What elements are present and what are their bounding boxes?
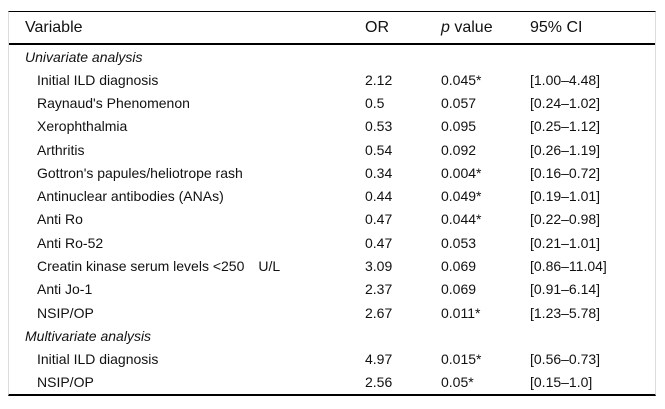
cell-ci: [0.91–6.14] (530, 281, 601, 298)
cell-variable: Initial ILD diagnosis (37, 351, 159, 368)
cell-or: 4.97 (365, 351, 393, 368)
table-header-row: Variable OR p value 95% CI (9, 12, 655, 45)
cell-ci: [0.26–1.19] (530, 141, 601, 158)
table-row: Anti Ro 0.47 0.044* [0.22–0.98] (9, 208, 655, 231)
cell-p-value: 0.053 (441, 234, 477, 251)
cell-or: 0.34 (365, 164, 393, 181)
cell-p-value: 0.011* (441, 304, 481, 321)
cell-variable: Anti Ro (37, 211, 83, 228)
cell-variable: Xerophthalmia (37, 118, 128, 135)
cell-p-value: 0.015* (441, 351, 482, 368)
cell-variable: Arthritis (37, 141, 85, 158)
table-row: Arthritis 0.54 0.092 [0.26–1.19] (9, 138, 655, 161)
cell-ci: [0.25–1.12] (530, 118, 601, 135)
table-row: Xerophthalmia 0.53 0.095 [0.25–1.12] (9, 115, 655, 138)
cell-variable: Multivariate analysis (25, 327, 152, 344)
cell-or: 0.47 (365, 211, 393, 228)
cell-p-value: 0.05* (441, 374, 474, 391)
cell-or: 0.54 (365, 141, 393, 158)
cell-variable: Raynaud's Phenomenon (37, 95, 190, 112)
cell-or: 2.12 (365, 71, 393, 88)
cell-variable: Gottron's papules/heliotrope rash (37, 164, 243, 181)
cell-variable: Creatin kinase serum levels <250 U/L (37, 258, 281, 275)
cell-p-value: 0.004* (441, 164, 482, 181)
table-row: Creatin kinase serum levels <250 U/L 3.09 0… (9, 254, 655, 277)
header-variable: Variable (25, 18, 83, 36)
cell-p-value: 0.092 (441, 141, 477, 158)
header-or: OR (365, 18, 389, 36)
table-body: Univariate analysis Initial ILD diagnosis… (9, 45, 655, 394)
cell-ci: [0.22–0.98] (530, 211, 601, 228)
header-p-value: p value (441, 19, 530, 37)
table-row: Gottron's papules/heliotrope rash 0.34 0.0… (9, 161, 655, 184)
cell-or: 0.47 (365, 234, 393, 251)
cell-p-value: 0.044* (441, 211, 482, 228)
header-ci: 95% CI (530, 18, 583, 36)
table-row: NSIP/OP 2.56 0.05* [0.15–1.0] (9, 371, 655, 394)
cell-ci: [0.15–1.0] (530, 374, 593, 391)
cell-variable: Univariate analysis (25, 48, 143, 65)
cell-ci: [0.24–1.02] (530, 95, 601, 112)
cell-ci: [1.23–5.78] (530, 304, 601, 321)
cell-or: 2.37 (365, 281, 393, 298)
cell-variable: NSIP/OP (37, 374, 94, 391)
table-row: Anti Jo-1 2.37 0.069 [0.91–6.14] (9, 278, 655, 301)
cell-variable: Initial ILD diagnosis (37, 71, 159, 88)
table-row: Initial ILD diagnosis 2.12 0.045* [1.00–4.4… (9, 68, 655, 91)
cell-or: 2.67 (365, 304, 393, 321)
header-p-letter: p (441, 18, 450, 36)
table-row: Anti Ro-52 0.47 0.053 [0.21–1.01] (9, 231, 655, 254)
table-row: NSIP/OP 2.67 0.011* [1.23–5.78] (9, 301, 655, 324)
cell-p-value: 0.069 (441, 258, 477, 275)
cell-variable: Anti Ro-52 (37, 234, 104, 251)
cell-ci: [0.86–11.04] (530, 258, 607, 275)
cell-p-value: 0.057 (441, 95, 477, 112)
table-row: Initial ILD diagnosis 4.97 0.015* [0.56–0.7… (9, 347, 655, 370)
cell-p-value: 0.069 (441, 281, 477, 298)
cell-variable: Anti Jo-1 (37, 281, 93, 298)
cell-ci: [0.19–1.01] (530, 188, 601, 205)
cell-p-value: 0.045* (441, 71, 482, 88)
cell-variable: Antinuclear antibodies (ANAs) (37, 188, 224, 205)
table-row: Antinuclear antibodies (ANAs) 0.44 0.049* [… (9, 185, 655, 208)
header-p-rest: value (449, 18, 493, 36)
cell-p-value: 0.095 (441, 118, 477, 135)
cell-ci: [0.16–0.72] (530, 164, 601, 181)
analysis-results-table: Variable OR p value 95% CI Univariate an… (8, 11, 656, 396)
section-header-row: Univariate analysis (9, 45, 655, 68)
table-row: Raynaud's Phenomenon 0.5 0.057 [0.24–1.02] (9, 92, 655, 115)
cell-or: 0.53 (365, 118, 393, 135)
cell-ci: [1.00–4.48] (530, 71, 601, 88)
cell-variable: NSIP/OP (37, 304, 94, 321)
cell-or: 2.56 (365, 374, 393, 391)
cell-ci: [0.21–1.01] (530, 234, 601, 251)
section-header-row: Multivariate analysis (9, 324, 655, 347)
cell-or: 0.44 (365, 188, 393, 205)
cell-or: 0.5 (365, 95, 385, 112)
cell-p-value: 0.049* (441, 188, 482, 205)
cell-ci: [0.56–0.73] (530, 351, 601, 368)
variable-unit: U/L (258, 258, 281, 275)
cell-or: 3.09 (365, 258, 393, 275)
